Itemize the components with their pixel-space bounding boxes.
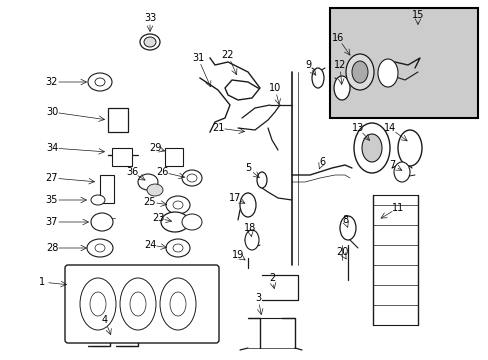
Ellipse shape: [339, 216, 355, 240]
Ellipse shape: [90, 292, 106, 316]
Ellipse shape: [143, 37, 156, 47]
Ellipse shape: [165, 196, 190, 214]
Text: 4: 4: [102, 315, 108, 325]
Ellipse shape: [173, 244, 183, 252]
Text: 15: 15: [411, 10, 423, 20]
Text: 24: 24: [143, 240, 156, 250]
Text: 13: 13: [351, 123, 364, 133]
Text: 29: 29: [148, 143, 161, 153]
Text: 30: 30: [46, 107, 58, 117]
Ellipse shape: [353, 123, 389, 173]
Bar: [100, 175, 114, 203]
Text: 26: 26: [156, 167, 168, 177]
Ellipse shape: [87, 239, 113, 257]
Text: 17: 17: [228, 193, 241, 203]
Text: 1: 1: [39, 277, 45, 287]
Text: 14: 14: [383, 123, 395, 133]
Text: 36: 36: [125, 167, 138, 177]
Ellipse shape: [88, 73, 112, 91]
Text: 5: 5: [244, 163, 251, 173]
Ellipse shape: [138, 174, 158, 190]
Ellipse shape: [170, 292, 185, 316]
Ellipse shape: [257, 172, 266, 188]
Ellipse shape: [161, 212, 189, 232]
Text: 21: 21: [211, 123, 224, 133]
Ellipse shape: [91, 195, 105, 205]
Ellipse shape: [147, 184, 163, 196]
Ellipse shape: [377, 59, 397, 87]
Text: 25: 25: [143, 197, 156, 207]
Ellipse shape: [333, 76, 349, 100]
Text: 37: 37: [46, 217, 58, 227]
Text: 6: 6: [318, 157, 325, 167]
Ellipse shape: [361, 134, 381, 162]
Ellipse shape: [120, 278, 156, 330]
Text: 8: 8: [341, 215, 347, 225]
Ellipse shape: [140, 34, 160, 50]
Ellipse shape: [95, 244, 105, 252]
Bar: [164, 148, 183, 166]
Ellipse shape: [182, 214, 202, 230]
Ellipse shape: [160, 278, 196, 330]
Text: 28: 28: [46, 243, 58, 253]
Ellipse shape: [173, 201, 183, 209]
Text: 19: 19: [231, 250, 244, 260]
Ellipse shape: [130, 292, 146, 316]
Text: 11: 11: [391, 203, 403, 213]
Ellipse shape: [311, 68, 324, 88]
Ellipse shape: [351, 61, 367, 83]
Text: 2: 2: [268, 273, 275, 283]
Ellipse shape: [165, 239, 190, 257]
Text: 35: 35: [46, 195, 58, 205]
Ellipse shape: [91, 213, 113, 231]
FancyBboxPatch shape: [65, 265, 219, 343]
Text: 9: 9: [305, 60, 310, 70]
Ellipse shape: [95, 78, 105, 86]
Text: 32: 32: [46, 77, 58, 87]
Text: 18: 18: [244, 223, 256, 233]
Bar: [108, 108, 128, 132]
Text: 34: 34: [46, 143, 58, 153]
Text: 3: 3: [254, 293, 261, 303]
Text: 7: 7: [388, 160, 394, 170]
Ellipse shape: [244, 230, 259, 250]
Text: 10: 10: [268, 83, 281, 93]
Ellipse shape: [80, 278, 116, 330]
Ellipse shape: [393, 162, 409, 182]
Text: 23: 23: [151, 213, 164, 223]
Text: 27: 27: [46, 173, 58, 183]
Ellipse shape: [346, 54, 373, 90]
Text: 12: 12: [333, 60, 346, 70]
Bar: [329, 8, 477, 118]
Ellipse shape: [240, 193, 256, 217]
Text: 20: 20: [335, 247, 347, 257]
Ellipse shape: [397, 130, 421, 166]
Text: 22: 22: [221, 50, 234, 60]
Bar: [112, 148, 132, 166]
Ellipse shape: [182, 170, 202, 186]
Text: 33: 33: [143, 13, 156, 23]
Text: 31: 31: [191, 53, 203, 63]
Ellipse shape: [186, 174, 197, 182]
Text: 16: 16: [331, 33, 344, 43]
